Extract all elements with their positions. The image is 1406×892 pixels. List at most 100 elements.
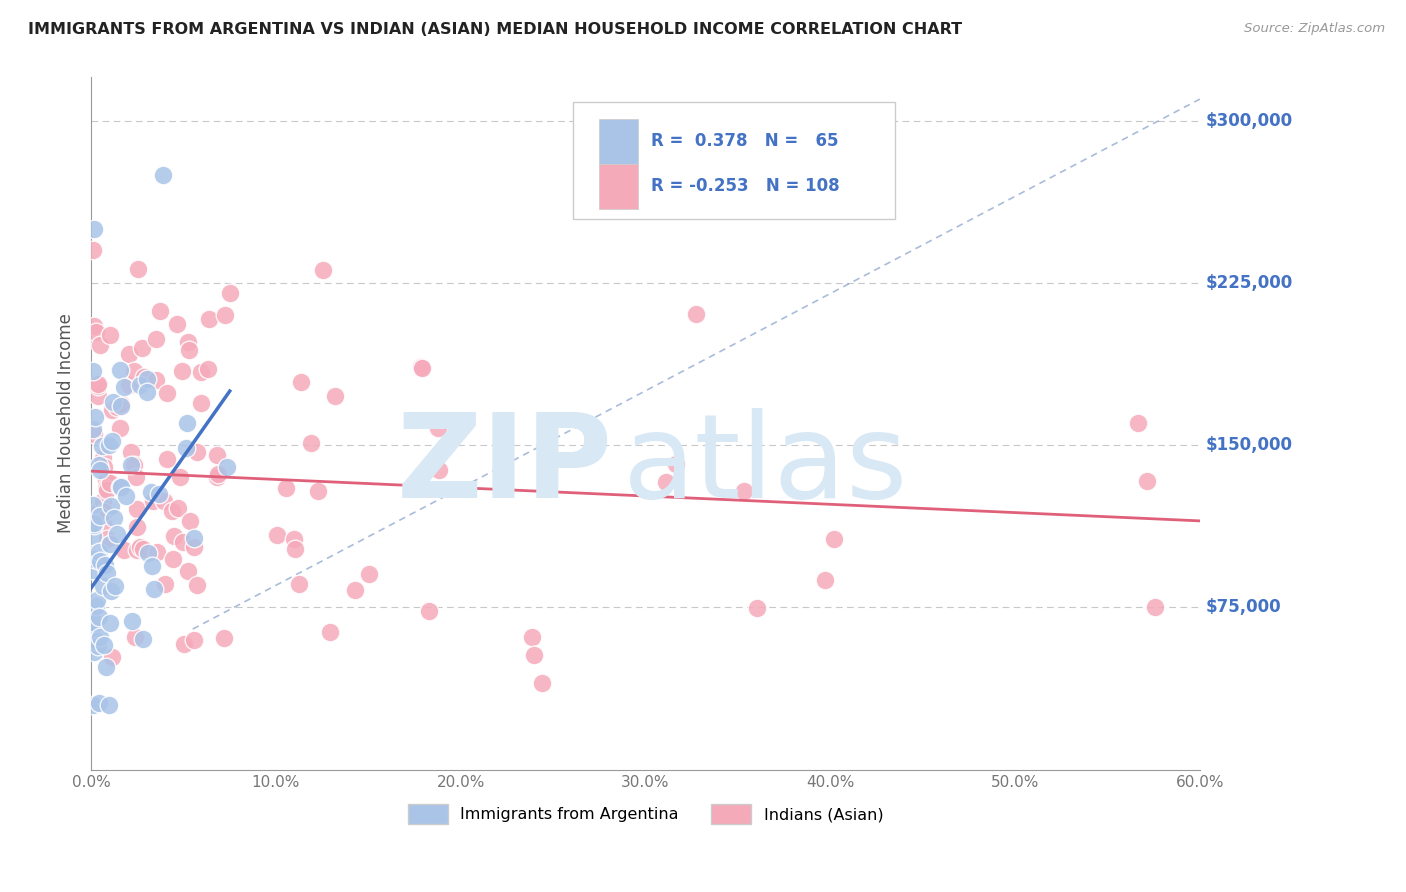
Point	[283, 533, 305, 547]
Point	[143, 582, 166, 596]
Point	[82, 244, 104, 258]
Point	[118, 346, 141, 360]
Point	[100, 434, 122, 448]
Point	[103, 511, 125, 525]
Point	[163, 528, 186, 542]
Point	[89, 554, 111, 568]
Point	[91, 516, 114, 531]
Point	[120, 445, 142, 459]
Point	[86, 599, 108, 613]
Point	[288, 577, 311, 591]
Point	[418, 604, 440, 618]
Point	[98, 475, 121, 490]
Point	[101, 403, 124, 417]
Point	[86, 379, 108, 393]
Point	[96, 481, 118, 495]
Point	[82, 529, 104, 543]
Point	[186, 444, 208, 458]
Point	[177, 564, 200, 578]
Point	[266, 528, 288, 542]
Point	[86, 592, 108, 607]
Point	[86, 389, 108, 403]
Point	[105, 527, 128, 541]
Point	[91, 579, 114, 593]
Point	[179, 343, 201, 358]
Point	[814, 573, 837, 587]
Point	[89, 696, 111, 710]
Point	[169, 470, 191, 484]
Point	[284, 542, 307, 557]
Point	[197, 312, 219, 326]
Point	[96, 483, 118, 497]
Point	[205, 448, 228, 462]
Text: $300,000: $300,000	[1205, 112, 1292, 129]
Text: $75,000: $75,000	[1205, 599, 1281, 616]
Point	[299, 435, 322, 450]
Point	[409, 360, 432, 375]
Point	[89, 458, 111, 472]
Point	[145, 332, 167, 346]
Text: IMMIGRANTS FROM ARGENTINA VS INDIAN (ASIAN) MEDIAN HOUSEHOLD INCOME CORRELATION : IMMIGRANTS FROM ARGENTINA VS INDIAN (ASI…	[28, 22, 962, 37]
Point	[179, 514, 201, 528]
Point	[141, 559, 163, 574]
Point	[91, 494, 114, 508]
Point	[131, 342, 153, 356]
Text: $225,000: $225,000	[1205, 274, 1292, 292]
Point	[100, 650, 122, 665]
Point	[128, 540, 150, 554]
Point	[110, 480, 132, 494]
Point	[124, 630, 146, 644]
Point	[122, 458, 145, 473]
FancyBboxPatch shape	[574, 102, 896, 219]
Point	[84, 410, 107, 425]
Point	[530, 675, 553, 690]
Point	[127, 543, 149, 558]
Point	[655, 475, 678, 489]
Point	[747, 601, 769, 615]
Point	[121, 614, 143, 628]
Point	[100, 499, 122, 513]
Point	[89, 630, 111, 644]
Point	[186, 578, 208, 592]
Point	[115, 489, 138, 503]
Point	[98, 615, 121, 630]
Point	[104, 579, 127, 593]
Point	[174, 441, 197, 455]
Point	[207, 467, 229, 481]
Point	[219, 285, 242, 300]
Point	[1128, 416, 1150, 430]
Point	[176, 335, 198, 350]
Point	[105, 401, 128, 415]
Point	[1144, 599, 1167, 614]
Point	[86, 634, 108, 648]
Point	[93, 638, 115, 652]
Point	[132, 369, 155, 384]
Point	[160, 504, 183, 518]
Point	[112, 380, 135, 394]
Point	[110, 399, 132, 413]
Point	[100, 583, 122, 598]
Point	[167, 501, 190, 516]
Point	[125, 469, 148, 483]
Point	[83, 552, 105, 566]
Point	[89, 508, 111, 523]
Point	[125, 520, 148, 534]
Point	[183, 632, 205, 647]
Point	[91, 450, 114, 465]
Point	[83, 319, 105, 334]
Point	[129, 378, 152, 392]
Point	[108, 421, 131, 435]
Point	[82, 619, 104, 633]
Point	[87, 545, 110, 559]
Point	[86, 504, 108, 518]
Point	[733, 483, 755, 498]
Point	[132, 541, 155, 556]
Text: R =  0.378   N =   65: R = 0.378 N = 65	[651, 132, 838, 150]
Point	[153, 576, 176, 591]
Point	[112, 542, 135, 557]
Point	[83, 222, 105, 236]
Point	[183, 531, 205, 545]
Point	[135, 372, 157, 386]
Point	[170, 364, 193, 378]
Point	[89, 463, 111, 477]
